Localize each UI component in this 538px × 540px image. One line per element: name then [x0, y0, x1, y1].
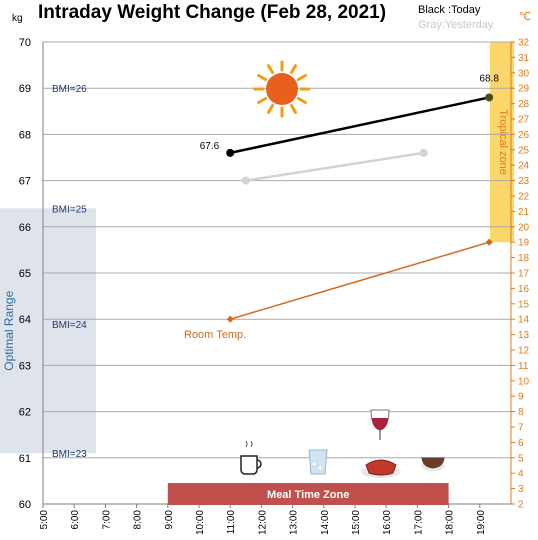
- temp-tick-label: 22: [518, 192, 530, 203]
- data-point: [226, 148, 235, 157]
- weight-tick-label: 69: [19, 83, 31, 95]
- temp-tick-label: 7: [518, 423, 524, 434]
- temp-tick-label: 9: [518, 392, 524, 403]
- x-tick-label: 6:00: [70, 510, 81, 530]
- x-tick-label: 8:00: [133, 510, 144, 530]
- data-point: [485, 93, 494, 102]
- legend-today: Black :Today: [418, 4, 481, 16]
- water-glass-icon: [308, 449, 328, 475]
- x-tick-label: 19:00: [476, 510, 487, 535]
- chart-title: Intraday Weight Change (Feb 28, 2021): [38, 2, 387, 23]
- data-point: [241, 176, 250, 185]
- coffee-cup-icon: [240, 455, 258, 475]
- bmi-label: BMI=25: [52, 204, 87, 215]
- temp-tick-label: 16: [518, 284, 530, 295]
- x-tick-label: 9:00: [164, 510, 175, 530]
- bubble-dot: [312, 462, 316, 466]
- temperature-point: [485, 238, 493, 246]
- temp-tick-label: 6: [518, 438, 524, 449]
- temp-tick-label: 30: [518, 68, 530, 79]
- temp-tick-label: 17: [518, 269, 530, 280]
- x-tick-label: 12:00: [257, 510, 268, 535]
- data-label: 67.6: [200, 141, 220, 152]
- bmi-label: BMI=26: [52, 84, 87, 95]
- temp-tick-label: 24: [518, 161, 530, 172]
- temp-tick-label: 21: [518, 207, 530, 218]
- soup-bowl-icon: [421, 457, 445, 469]
- tropical-zone-label: Tropical zone: [497, 109, 509, 175]
- meal-time-zone-label: Meal Time Zone: [267, 489, 349, 501]
- bmi-label: BMI=24: [52, 320, 87, 331]
- temp-tick-label: 10: [518, 376, 530, 387]
- x-tick-label: 5:00: [39, 510, 50, 530]
- temp-tick-label: 29: [518, 84, 530, 95]
- bmi-label: BMI=23: [52, 449, 87, 460]
- weight-tick-label: 70: [19, 37, 31, 49]
- room-temp-label: Room Temp.: [184, 329, 246, 341]
- x-tick-label: 7:00: [101, 510, 112, 530]
- temp-tick-label: 11: [518, 361, 529, 372]
- temp-tick-label: 27: [518, 115, 530, 126]
- data-label: 68.8: [479, 73, 499, 84]
- x-tick-label: 14:00: [320, 510, 331, 535]
- x-tick-label: 18:00: [445, 510, 456, 535]
- temperature-point: [226, 315, 234, 323]
- optimal-range-band: [0, 208, 96, 454]
- tropical-zone-band: [490, 42, 514, 243]
- weight-tick-label: 64: [19, 314, 31, 326]
- temp-tick-label: 2: [518, 500, 524, 511]
- temp-tick-label: 12: [518, 346, 530, 357]
- weight-tick-label: 63: [19, 360, 31, 372]
- weight-tick-label: 68: [19, 129, 31, 141]
- weight-tick-label: 62: [19, 407, 31, 419]
- temp-tick-label: 28: [518, 99, 530, 110]
- meal-time-zone-bar: [167, 483, 449, 505]
- temp-tick-label: 20: [518, 222, 530, 233]
- x-tick-label: 13:00: [289, 510, 300, 535]
- bubble-dot: [318, 466, 322, 470]
- x-tick-label: 15:00: [351, 510, 362, 535]
- x-tick-label: 10:00: [195, 510, 206, 535]
- temp-tick-label: 19: [518, 238, 530, 249]
- temp-tick-label: 15: [518, 299, 530, 310]
- temp-tick-label: 23: [518, 176, 530, 187]
- x-tick-label: 17:00: [413, 510, 424, 535]
- coffee-cup-handle: [256, 459, 262, 469]
- weight-tick-label: 61: [19, 453, 31, 465]
- temp-tick-label: 25: [518, 145, 530, 156]
- temp-tick-label: 18: [518, 253, 530, 264]
- temp-tick-label: 32: [518, 38, 530, 49]
- x-tick-label: 11:00: [226, 510, 237, 535]
- series-line-yesterday: [245, 151, 424, 182]
- temp-tick-label: 26: [518, 130, 530, 141]
- legend-yesterday: Gray:Yesterday: [418, 19, 494, 31]
- temp-tick-label: 8: [518, 407, 524, 418]
- data-point: [419, 148, 428, 157]
- series-line-today: [229, 96, 490, 155]
- weight-tick-label: 67: [19, 176, 31, 188]
- steam-icon: [245, 440, 253, 448]
- sun-icon: [253, 60, 311, 118]
- steak-icon: [365, 459, 397, 476]
- series-line-room-temp-: [229, 241, 490, 320]
- weight-tick-label: 65: [19, 268, 31, 280]
- wine-fill: [372, 418, 388, 430]
- optimal-range-label: Optimal Range: [2, 290, 16, 370]
- temp-tick-label: 14: [518, 315, 530, 326]
- temperature-unit-label: ℃: [519, 11, 532, 23]
- x-tick-label: 16:00: [382, 510, 393, 535]
- temp-tick-label: 13: [518, 330, 530, 341]
- weight-tick-label: 60: [19, 499, 31, 511]
- temp-tick-label: 5: [518, 453, 524, 464]
- temp-tick-label: 31: [518, 53, 530, 64]
- weight-unit-label: kg: [12, 13, 23, 24]
- weight-tick-label: 66: [19, 222, 31, 234]
- temp-tick-label: 3: [518, 484, 524, 495]
- temp-tick-label: 4: [518, 469, 524, 480]
